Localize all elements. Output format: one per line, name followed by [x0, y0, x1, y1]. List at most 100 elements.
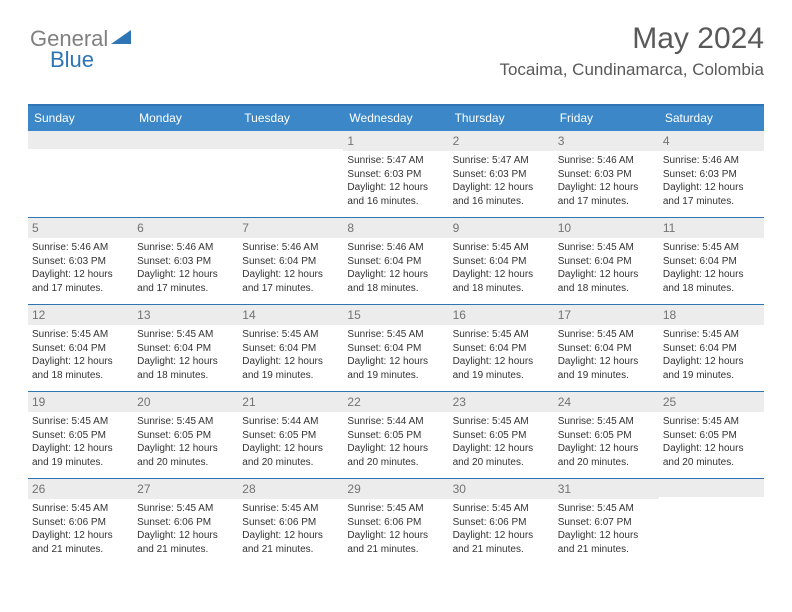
day-cell: 29Sunrise: 5:45 AMSunset: 6:06 PMDayligh… [343, 479, 448, 565]
sunrise-text: Sunrise: 5:45 AM [558, 502, 655, 516]
day-cell [238, 131, 343, 217]
day-number: 10 [554, 218, 659, 238]
daylight-text: Daylight: 12 hours and 21 minutes. [242, 529, 339, 556]
day-cell: 14Sunrise: 5:45 AMSunset: 6:04 PMDayligh… [238, 305, 343, 391]
daylight-text: Daylight: 12 hours and 21 minutes. [347, 529, 444, 556]
sunrise-text: Sunrise: 5:45 AM [453, 241, 550, 255]
day-cell: 25Sunrise: 5:45 AMSunset: 6:05 PMDayligh… [659, 392, 764, 478]
day-cell: 23Sunrise: 5:45 AMSunset: 6:05 PMDayligh… [449, 392, 554, 478]
week-row: 12Sunrise: 5:45 AMSunset: 6:04 PMDayligh… [28, 304, 764, 391]
sunrise-text: Sunrise: 5:46 AM [347, 241, 444, 255]
sunrise-text: Sunrise: 5:44 AM [347, 415, 444, 429]
sunrise-text: Sunrise: 5:45 AM [453, 502, 550, 516]
sunset-text: Sunset: 6:04 PM [347, 255, 444, 269]
sunrise-text: Sunrise: 5:45 AM [558, 328, 655, 342]
day-number: 13 [133, 305, 238, 325]
day-number: 22 [343, 392, 448, 412]
weekday-header: Thursday [449, 106, 554, 131]
day-cell: 30Sunrise: 5:45 AMSunset: 6:06 PMDayligh… [449, 479, 554, 565]
day-number: 26 [28, 479, 133, 499]
day-number: 31 [554, 479, 659, 499]
sunset-text: Sunset: 6:04 PM [137, 342, 234, 356]
day-cell: 10Sunrise: 5:45 AMSunset: 6:04 PMDayligh… [554, 218, 659, 304]
sunset-text: Sunset: 6:03 PM [663, 168, 760, 182]
sunset-text: Sunset: 6:04 PM [453, 342, 550, 356]
day-number: 25 [659, 392, 764, 412]
day-number: 28 [238, 479, 343, 499]
sunrise-text: Sunrise: 5:45 AM [663, 241, 760, 255]
daylight-text: Daylight: 12 hours and 19 minutes. [32, 442, 129, 469]
sunrise-text: Sunrise: 5:45 AM [453, 415, 550, 429]
sunset-text: Sunset: 6:03 PM [137, 255, 234, 269]
sunset-text: Sunset: 6:03 PM [347, 168, 444, 182]
day-number: 7 [238, 218, 343, 238]
sunrise-text: Sunrise: 5:45 AM [137, 415, 234, 429]
week-row: 5Sunrise: 5:46 AMSunset: 6:03 PMDaylight… [28, 217, 764, 304]
day-cell [28, 131, 133, 217]
week-row: 1Sunrise: 5:47 AMSunset: 6:03 PMDaylight… [28, 131, 764, 217]
sunset-text: Sunset: 6:05 PM [32, 429, 129, 443]
day-cell: 12Sunrise: 5:45 AMSunset: 6:04 PMDayligh… [28, 305, 133, 391]
day-cell: 6Sunrise: 5:46 AMSunset: 6:03 PMDaylight… [133, 218, 238, 304]
day-cell: 8Sunrise: 5:46 AMSunset: 6:04 PMDaylight… [343, 218, 448, 304]
day-cell: 2Sunrise: 5:47 AMSunset: 6:03 PMDaylight… [449, 131, 554, 217]
sunrise-text: Sunrise: 5:46 AM [558, 154, 655, 168]
day-number-empty [28, 131, 133, 149]
day-number: 16 [449, 305, 554, 325]
day-number: 2 [449, 131, 554, 151]
sunset-text: Sunset: 6:03 PM [558, 168, 655, 182]
sunset-text: Sunset: 6:06 PM [453, 516, 550, 530]
sunset-text: Sunset: 6:05 PM [137, 429, 234, 443]
weekday-header: Tuesday [238, 106, 343, 131]
day-cell: 15Sunrise: 5:45 AMSunset: 6:04 PMDayligh… [343, 305, 448, 391]
sunset-text: Sunset: 6:03 PM [453, 168, 550, 182]
daylight-text: Daylight: 12 hours and 21 minutes. [32, 529, 129, 556]
sunset-text: Sunset: 6:05 PM [453, 429, 550, 443]
sunset-text: Sunset: 6:04 PM [663, 342, 760, 356]
weekday-header: Monday [133, 106, 238, 131]
day-number: 1 [343, 131, 448, 151]
daylight-text: Daylight: 12 hours and 19 minutes. [558, 355, 655, 382]
header-right: May 2024 Tocaima, Cundinamarca, Colombia [499, 22, 764, 80]
sunset-text: Sunset: 6:04 PM [242, 255, 339, 269]
day-cell: 11Sunrise: 5:45 AMSunset: 6:04 PMDayligh… [659, 218, 764, 304]
sunrise-text: Sunrise: 5:46 AM [137, 241, 234, 255]
day-cell: 1Sunrise: 5:47 AMSunset: 6:03 PMDaylight… [343, 131, 448, 217]
daylight-text: Daylight: 12 hours and 17 minutes. [558, 181, 655, 208]
day-number: 20 [133, 392, 238, 412]
daylight-text: Daylight: 12 hours and 19 minutes. [453, 355, 550, 382]
sunset-text: Sunset: 6:06 PM [32, 516, 129, 530]
day-cell: 7 Sunrise: 5:46 AMSunset: 6:04 PMDaylight… [238, 218, 343, 304]
day-cell: 20Sunrise: 5:45 AMSunset: 6:05 PMDayligh… [133, 392, 238, 478]
sunset-text: Sunset: 6:04 PM [453, 255, 550, 269]
weekday-header: Sunday [28, 106, 133, 131]
day-cell: 4Sunrise: 5:46 AMSunset: 6:03 PMDaylight… [659, 131, 764, 217]
sunrise-text: Sunrise: 5:45 AM [663, 415, 760, 429]
day-number: 11 [659, 218, 764, 238]
day-cell: 13Sunrise: 5:45 AMSunset: 6:04 PMDayligh… [133, 305, 238, 391]
sunset-text: Sunset: 6:05 PM [242, 429, 339, 443]
sunset-text: Sunset: 6:06 PM [347, 516, 444, 530]
sunset-text: Sunset: 6:06 PM [137, 516, 234, 530]
sunrise-text: Sunrise: 5:45 AM [32, 328, 129, 342]
sunset-text: Sunset: 6:04 PM [663, 255, 760, 269]
logo-triangle-icon [111, 30, 131, 49]
day-cell: 28Sunrise: 5:45 AMSunset: 6:06 PMDayligh… [238, 479, 343, 565]
day-cell [659, 479, 764, 565]
day-cell: 27Sunrise: 5:45 AMSunset: 6:06 PMDayligh… [133, 479, 238, 565]
daylight-text: Daylight: 12 hours and 17 minutes. [663, 181, 760, 208]
day-number: 19 [28, 392, 133, 412]
sunrise-text: Sunrise: 5:46 AM [242, 241, 339, 255]
daylight-text: Daylight: 12 hours and 16 minutes. [453, 181, 550, 208]
weekday-header: Friday [554, 106, 659, 131]
day-number: 3 [554, 131, 659, 151]
sunrise-text: Sunrise: 5:45 AM [32, 502, 129, 516]
sunrise-text: Sunrise: 5:46 AM [32, 241, 129, 255]
sunrise-text: Sunrise: 5:45 AM [558, 241, 655, 255]
sunrise-text: Sunrise: 5:45 AM [137, 502, 234, 516]
calendar: SundayMondayTuesdayWednesdayThursdayFrid… [28, 104, 764, 565]
sunset-text: Sunset: 6:05 PM [347, 429, 444, 443]
sunrise-text: Sunrise: 5:45 AM [453, 328, 550, 342]
daylight-text: Daylight: 12 hours and 17 minutes. [242, 268, 339, 295]
daylight-text: Daylight: 12 hours and 19 minutes. [347, 355, 444, 382]
